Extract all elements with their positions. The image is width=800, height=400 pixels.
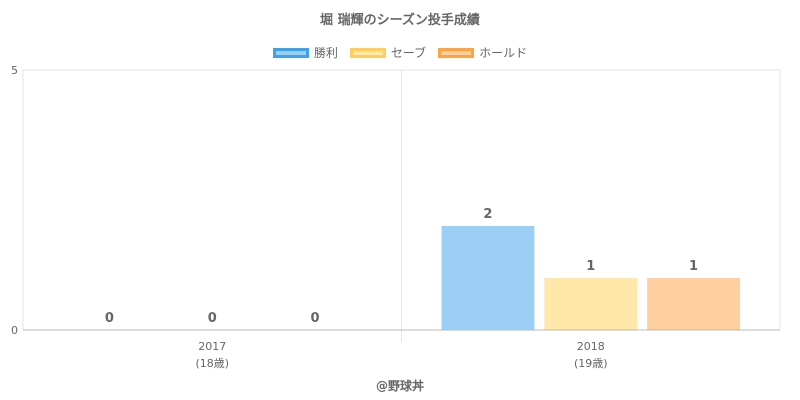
bar-勝利-2018: [441, 226, 535, 330]
bar-ホールド-2018: [647, 278, 740, 330]
legend-swatch-wins: [272, 47, 309, 58]
data-label: 1: [586, 259, 595, 274]
data-label: 2: [483, 207, 492, 222]
legend-item-wins[interactable]: 勝利: [272, 44, 338, 61]
credit-text: @野球丼: [375, 379, 424, 393]
legend-label-saves: セーブ: [390, 46, 427, 60]
y-tick-label: 5: [11, 64, 18, 77]
legend-swatch-saves: [349, 47, 386, 58]
legend-label-wins: 勝利: [313, 46, 338, 60]
bar-セーブ-2018: [544, 278, 638, 330]
x-tick-sublabel: (18歳): [195, 357, 229, 370]
x-tick-sublabel: (19歳): [574, 357, 608, 370]
x-tick-label: 2017: [198, 340, 226, 353]
chart-title: 堀 瑞輝のシーズン投手成績: [320, 13, 480, 28]
x-tick-label: 2018: [577, 340, 605, 353]
chart-legend: 勝利 セーブ ホールド: [0, 44, 800, 61]
legend-item-holds[interactable]: ホールド: [438, 44, 527, 61]
data-label: 0: [105, 311, 114, 326]
legend-swatch-holds: [438, 47, 475, 58]
legend-label-holds: ホールド: [479, 46, 528, 60]
legend-item-saves[interactable]: セーブ: [349, 44, 427, 61]
data-label: 1: [689, 259, 698, 274]
data-label: 0: [311, 311, 320, 326]
data-label: 0: [208, 311, 217, 326]
y-tick-label: 0: [11, 324, 18, 337]
